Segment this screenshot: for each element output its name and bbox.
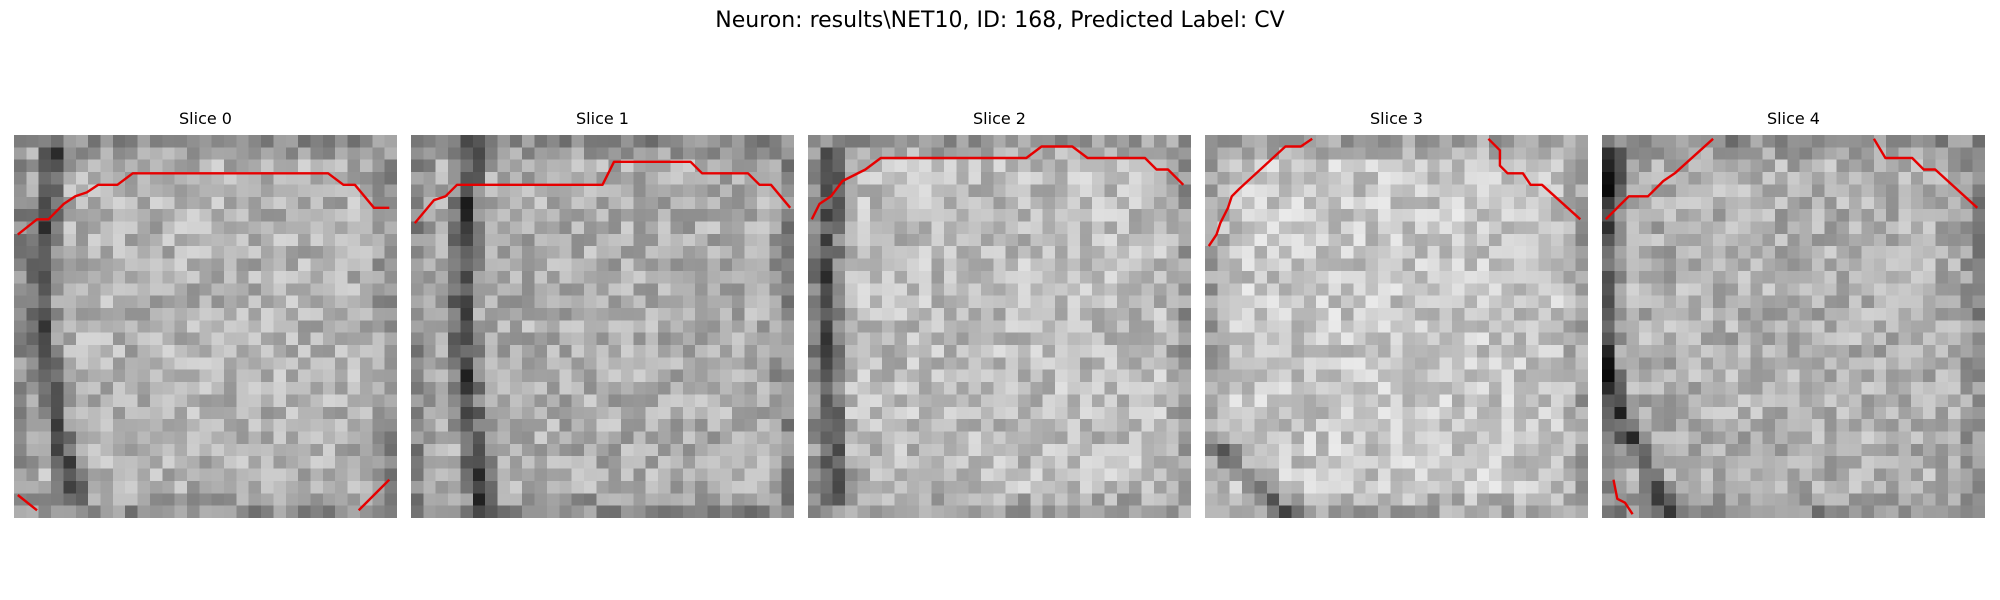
contour-line	[1487, 137, 1582, 221]
slice-image	[1602, 135, 1985, 518]
contour-line	[1207, 137, 1313, 247]
contour-line	[1872, 138, 1979, 209]
contour-line	[17, 494, 38, 512]
slice-panel-3: Slice 3	[1205, 108, 1588, 520]
slice-image	[1205, 135, 1588, 518]
slice-title: Slice 2	[973, 109, 1026, 128]
figure-title: Neuron: results\NET10, ID: 168, Predicte…	[715, 8, 1285, 33]
slice-title: Slice 1	[576, 109, 629, 128]
contour-line	[1604, 137, 1714, 221]
pixel-grid	[1205, 135, 1588, 518]
contour-line	[413, 160, 792, 224]
slice-panel-4: Slice 4	[1602, 108, 1985, 520]
contour-line	[357, 478, 391, 512]
slice-image	[411, 135, 794, 518]
slice-title: Slice 4	[1767, 109, 1820, 128]
slice-panel-1: Slice 1	[411, 108, 794, 520]
slice-image	[808, 135, 1191, 518]
pixel-grid	[411, 135, 794, 518]
slice-panel-2: Slice 2	[808, 108, 1191, 520]
pixel-grid	[808, 135, 1191, 518]
contour-line	[810, 145, 1185, 220]
slice-title: Slice 3	[1370, 109, 1423, 128]
pixel-grid	[1602, 135, 1985, 518]
slice-panel-0: Slice 0	[14, 108, 397, 520]
slice-title: Slice 0	[179, 109, 232, 128]
pixel-grid	[14, 135, 397, 518]
contour-line	[1612, 479, 1634, 515]
contour-line	[17, 172, 390, 236]
slice-image	[14, 135, 397, 518]
